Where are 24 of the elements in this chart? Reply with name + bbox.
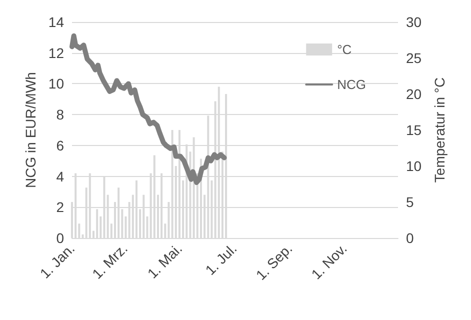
y2-tick-label: 10 — [406, 158, 422, 174]
y2-tick-label: 25 — [406, 50, 422, 66]
y-tick-label: 10 — [48, 76, 64, 92]
x-tick-label: 1. Sep. — [252, 240, 296, 283]
y2-tick-label: 20 — [406, 86, 422, 102]
y-axis-title: NCG in EUR/MWh — [22, 72, 39, 188]
x-tick-label: 1. Mrz. — [88, 240, 130, 282]
legend-label: NCG — [337, 77, 366, 92]
y2-axis-title: Temperatur in °C — [431, 77, 448, 183]
y-tick-label: 6 — [56, 137, 64, 154]
y2-tick-label: 0 — [406, 230, 414, 246]
y-tick-label: 8 — [56, 106, 64, 123]
x-tick-label: 1. Nov. — [308, 240, 350, 282]
y-tick-label: 4 — [56, 168, 64, 184]
legend-label: °C — [337, 42, 352, 57]
y-tick-label: 0 — [56, 230, 64, 246]
y2-tick-label: 15 — [406, 122, 422, 138]
y2-tick-label: 5 — [406, 194, 414, 210]
y-tick-label: 14 — [48, 14, 64, 30]
y-tick-label: 12 — [48, 44, 64, 61]
y2-tick-label: 30 — [406, 14, 422, 30]
y-tick-label: 2 — [56, 199, 64, 216]
x-tick-label: 1. Mai. — [144, 240, 186, 282]
x-tick-label: 1. Jul. — [202, 240, 240, 278]
